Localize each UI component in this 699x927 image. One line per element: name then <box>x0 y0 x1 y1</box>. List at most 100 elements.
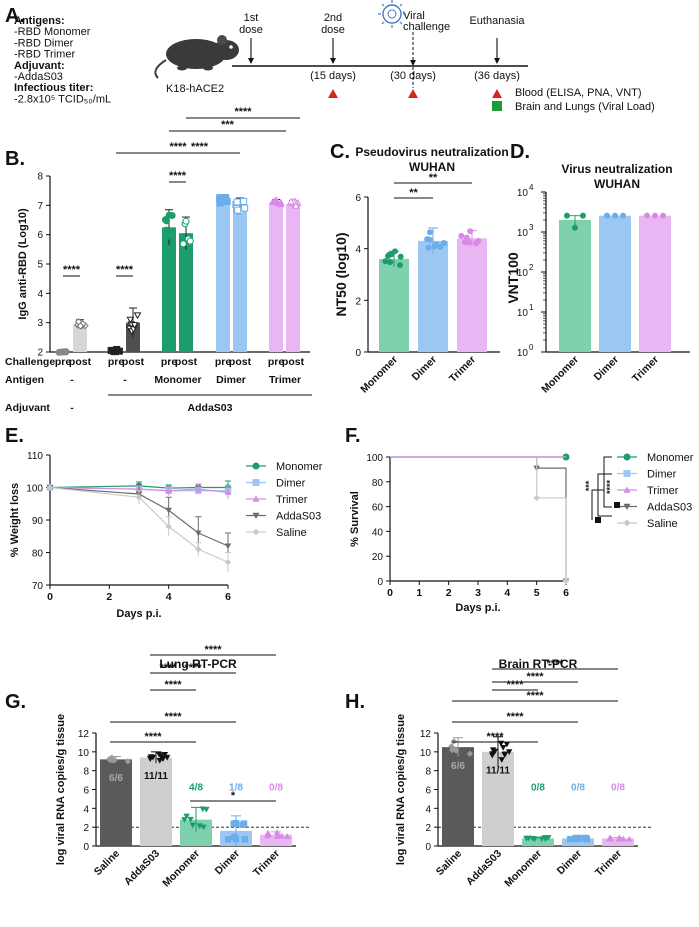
antigen-label: Trimer <box>269 374 301 386</box>
y-tick-label: 0 <box>377 577 383 588</box>
legend-marker <box>623 453 631 461</box>
data-point <box>626 835 633 842</box>
chart-g-lung: Lung RT-PCR 0 2 4 6 8 10 12 log viral RNA copies… <box>55 644 311 890</box>
x-tick-label: Dimer <box>555 848 585 878</box>
chart-title: Virus neutralization <box>561 162 672 176</box>
positive-fraction: 0/8 <box>611 782 625 793</box>
data-point <box>224 543 232 550</box>
data-point <box>182 217 190 225</box>
y-tick-label: 8 <box>425 767 431 778</box>
sig-marker <box>595 517 601 523</box>
event-label-1: 2nd <box>324 12 342 24</box>
chart-e-weight: 70 80 90 100 110 0 2 4 6 Days p.i. % Weight loss Mo… <box>9 451 323 620</box>
y-tick-label: 100 <box>366 453 383 464</box>
data-point <box>106 755 113 763</box>
legend-marker <box>252 528 260 536</box>
data-point <box>183 813 190 820</box>
event-label-1: Viral <box>403 10 425 22</box>
event-day: (30 days) <box>390 70 436 82</box>
sig-c2-label: ** <box>429 172 438 184</box>
data-point <box>458 232 465 239</box>
sig-3-label: **** <box>159 662 177 674</box>
x-tick-label: Trimer <box>251 848 282 879</box>
sig-1-label: **** <box>526 671 544 683</box>
event-day: (36 days) <box>474 70 520 82</box>
data-point <box>240 197 248 205</box>
data-point <box>234 206 242 214</box>
legend-label: Dimer <box>647 469 677 481</box>
challenge-label: post <box>122 356 145 368</box>
sig-marker <box>614 502 620 508</box>
sig-addas-dimer-label: **** <box>169 141 187 153</box>
data-point <box>448 743 455 750</box>
x-tick-label: Monomer <box>160 848 202 890</box>
y-tick-label: 4 <box>425 804 431 815</box>
legend-blood: Blood (ELISA, PNA, VNT) <box>515 87 642 99</box>
y-tick-label: 0 <box>425 842 431 853</box>
bar <box>269 202 283 352</box>
y-tick-label: 2 <box>355 296 361 307</box>
info-line: -RBD Dimer <box>14 37 74 49</box>
data-point <box>644 212 650 219</box>
y-tick-label: 0 <box>355 348 361 359</box>
y-axis-label: VNT100 <box>505 252 521 304</box>
legend-marker <box>623 519 631 527</box>
blood-triangle-icon <box>408 89 418 98</box>
bar <box>457 238 487 352</box>
legend-marker <box>623 470 631 477</box>
y-axis-label: log viral RNA copies/g tissue <box>395 714 407 865</box>
bar <box>562 838 594 846</box>
y-tick-label: 10 <box>517 348 529 359</box>
y-tick-exponent: 1 <box>529 303 534 312</box>
sig-3-label: **** <box>486 731 504 743</box>
challenge-label: post <box>69 356 92 368</box>
data-point <box>473 240 480 247</box>
data-point <box>292 201 300 209</box>
challenge-label: pre <box>215 356 232 368</box>
challenge-label: post <box>282 356 305 368</box>
data-point <box>195 546 202 553</box>
data-point <box>147 755 154 762</box>
event-label-2: challenge <box>403 21 450 33</box>
data-point <box>232 835 240 843</box>
data-point <box>574 834 582 842</box>
data-point <box>566 835 574 843</box>
data-point <box>265 831 273 837</box>
positive-fraction: 6/6 <box>451 761 465 772</box>
x-tick-label: Dimer <box>213 848 243 878</box>
panel-label-f: F. <box>345 425 361 447</box>
y-tick-label: 8 <box>83 767 89 778</box>
data-point <box>533 494 540 502</box>
sig-c1-label: ** <box>409 187 418 199</box>
challenge-label: pre <box>108 356 125 368</box>
x-tick-label: 1 <box>416 587 422 599</box>
legend-label: Trimer <box>276 494 308 506</box>
data-point <box>74 318 83 326</box>
y-tick-label: 0 <box>83 842 89 853</box>
bar <box>260 834 292 846</box>
data-point <box>467 228 474 235</box>
legend-tissue: Brain and Lungs (Viral Load) <box>515 101 655 113</box>
positive-fraction: 11/11 <box>144 771 168 782</box>
data-point <box>612 212 618 219</box>
x-tick-label: 5 <box>534 587 540 599</box>
data-point <box>216 195 224 203</box>
legend-label: Trimer <box>647 485 679 497</box>
antigen-label: - <box>70 374 74 386</box>
data-point <box>391 248 398 255</box>
data-point <box>572 224 578 231</box>
sig-long-label: **** <box>234 106 252 118</box>
data-point <box>396 262 403 269</box>
y-tick-label: 90 <box>32 516 44 527</box>
row-label: Antigen <box>5 374 44 386</box>
y-tick-label: 10 <box>517 228 529 239</box>
sig-5-label: **** <box>144 731 162 743</box>
x-tick-label: 0 <box>387 587 393 599</box>
legend-marker <box>623 486 631 493</box>
data-point <box>165 487 172 494</box>
data-point <box>224 836 232 843</box>
data-point <box>278 832 285 839</box>
info-line: -RBD Monomer <box>14 26 91 38</box>
data-point <box>660 212 666 219</box>
